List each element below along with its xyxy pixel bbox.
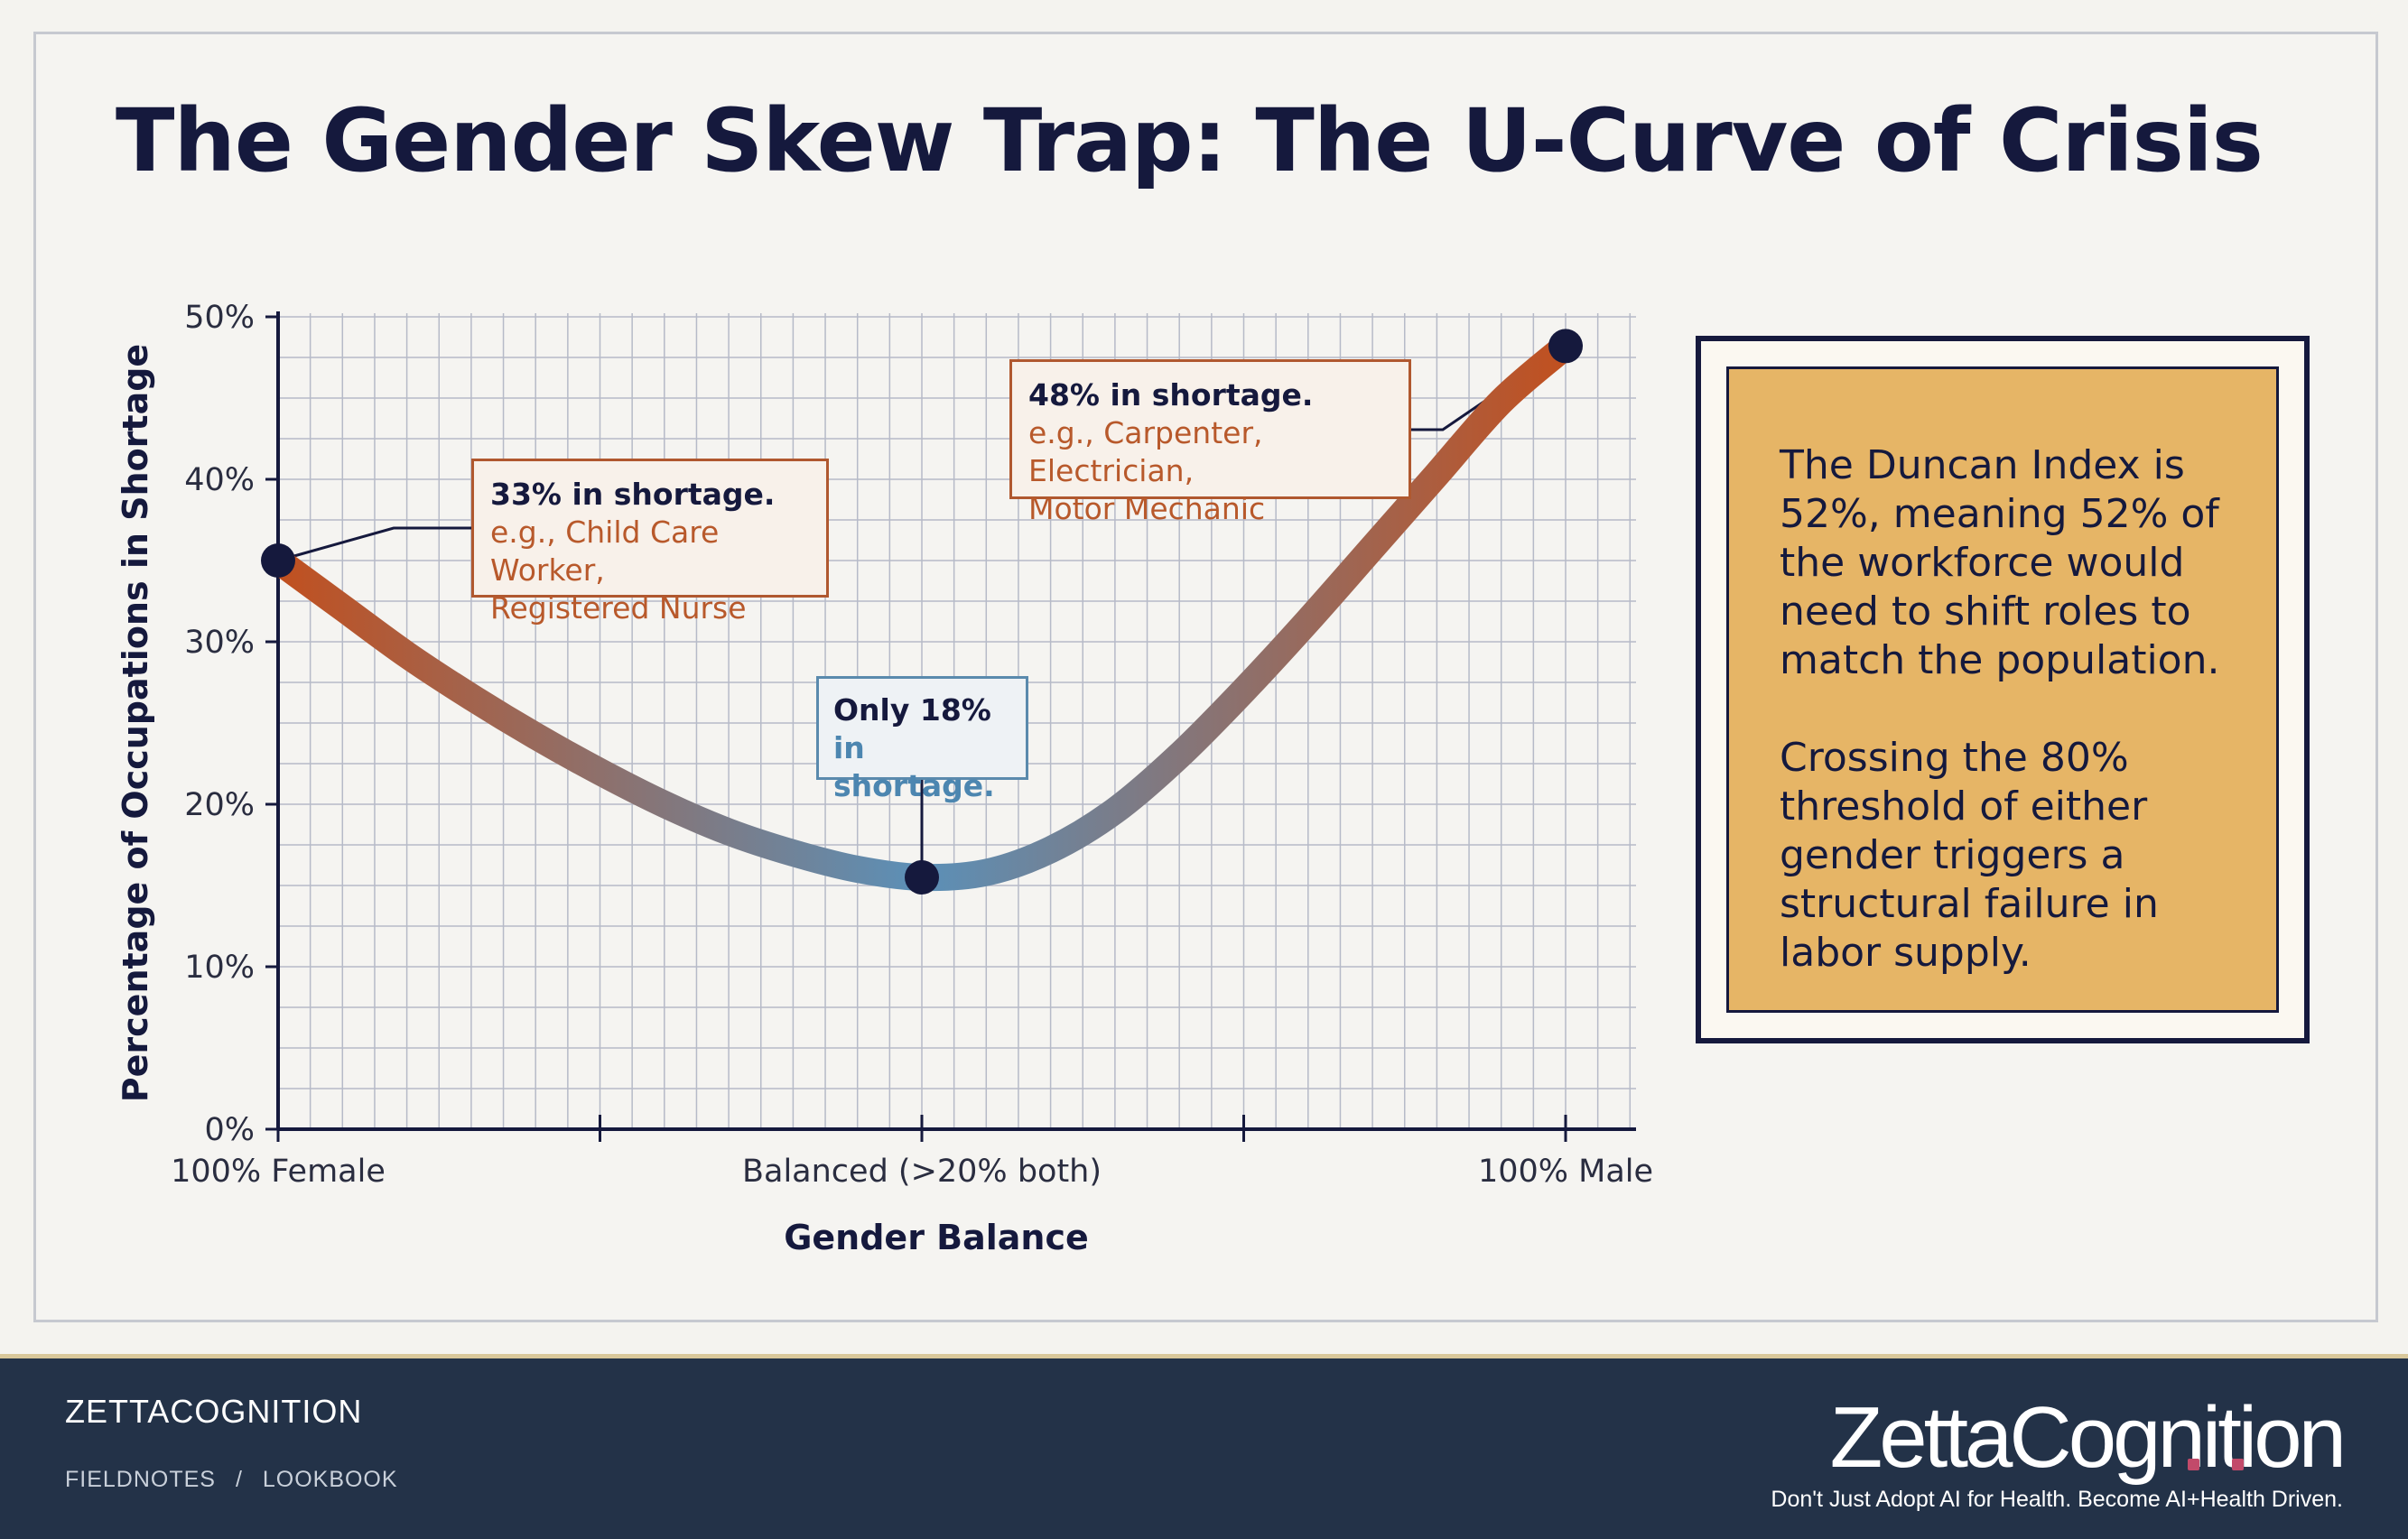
logo-dot-accents (2155, 1396, 2244, 1487)
y-tick-label: 20% (184, 787, 255, 823)
y-tick-label: 0% (204, 1112, 255, 1148)
callout-female-headline: 33% in shortage. (490, 477, 776, 512)
leader-female (277, 526, 471, 562)
logo-wordmark: ZettaCognition (1829, 1389, 2347, 1486)
x-axis-title: Gender Balance (784, 1218, 1089, 1257)
threshold-text: Crossing the 80% threshold of either gen… (1780, 735, 2159, 976)
footer-bar: ZETTACOGNITION FIELDNOTES / LOOKBOOK Zet… (0, 1354, 2408, 1539)
y-tick-label: 40% (184, 462, 255, 498)
breadcrumb-fieldnotes[interactable]: FIELDNOTES (65, 1467, 216, 1492)
axis-labels: 0% 10% 20% 30% 40% 50% 100% Female Balanced (>2… (116, 300, 1653, 1257)
callout-balanced-part1: Only 18% (833, 692, 991, 728)
callout-male-extreme: 48% in shortage. e.g., Carpenter, Electr… (1009, 359, 1411, 526)
zettacognition-logo: ZettaCognition Don't Just Adopt AI for H… (1771, 1389, 2347, 1513)
duncan-index-text: The Duncan Index is 52%, meaning 52% of … (1780, 442, 2220, 683)
x-tick-label: 100% Female (171, 1154, 386, 1190)
duncan-index-panel: The Duncan Index is 52%, meaning 52% of … (1696, 336, 2310, 1043)
footer-brand: ZETTACOGNITION (65, 1393, 363, 1430)
y-axis-title: Percentage of Occupations in Shortage (116, 344, 155, 1102)
duncan-index-panel-body: The Duncan Index is 52%, meaning 52% of … (1726, 366, 2279, 1013)
breadcrumb-lookbook[interactable]: LOOKBOOK (262, 1467, 398, 1492)
callout-male-headline: 48% in shortage. (1028, 377, 1314, 413)
breadcrumb-separator: / (235, 1467, 243, 1492)
y-tick-label: 50% (184, 300, 255, 336)
marker-female-extreme (261, 543, 295, 578)
logo-tagline: Don't Just Adopt AI for Health. Become A… (1771, 1487, 2343, 1512)
callout-female-extreme: 33% in shortage. e.g., Child Care Worker… (471, 459, 829, 626)
x-tick-label: 100% Male (1478, 1154, 1653, 1190)
page-title: The Gender Skew Trap: The U-Curve of Cri… (116, 90, 2264, 191)
marker-male-extreme (1548, 329, 1583, 364)
callout-balanced-part2: in (833, 730, 865, 765)
breadcrumb: FIELDNOTES / LOOKBOOK (65, 1467, 411, 1493)
axes (265, 311, 1636, 1142)
u-curve-line (265, 332, 1579, 892)
y-tick-label: 10% (184, 950, 255, 986)
marker-balanced (905, 860, 939, 895)
callout-balanced-part3: shortage. (833, 768, 995, 803)
callout-balanced: Only 18% in shortage. (816, 676, 1028, 803)
callout-male-examples: e.g., Carpenter, Electrician, Motor Mech… (1028, 415, 1266, 526)
u-curve-chart: 0% 10% 20% 30% 40% 50% 100% Female Balanced (>2… (116, 300, 1653, 1257)
y-tick-label: 30% (184, 625, 255, 661)
callout-female-examples: e.g., Child Care Worker, Registered Nurs… (490, 515, 747, 626)
series-layer (261, 329, 1583, 895)
x-tick-label: Balanced (>20% both) (742, 1154, 1102, 1190)
